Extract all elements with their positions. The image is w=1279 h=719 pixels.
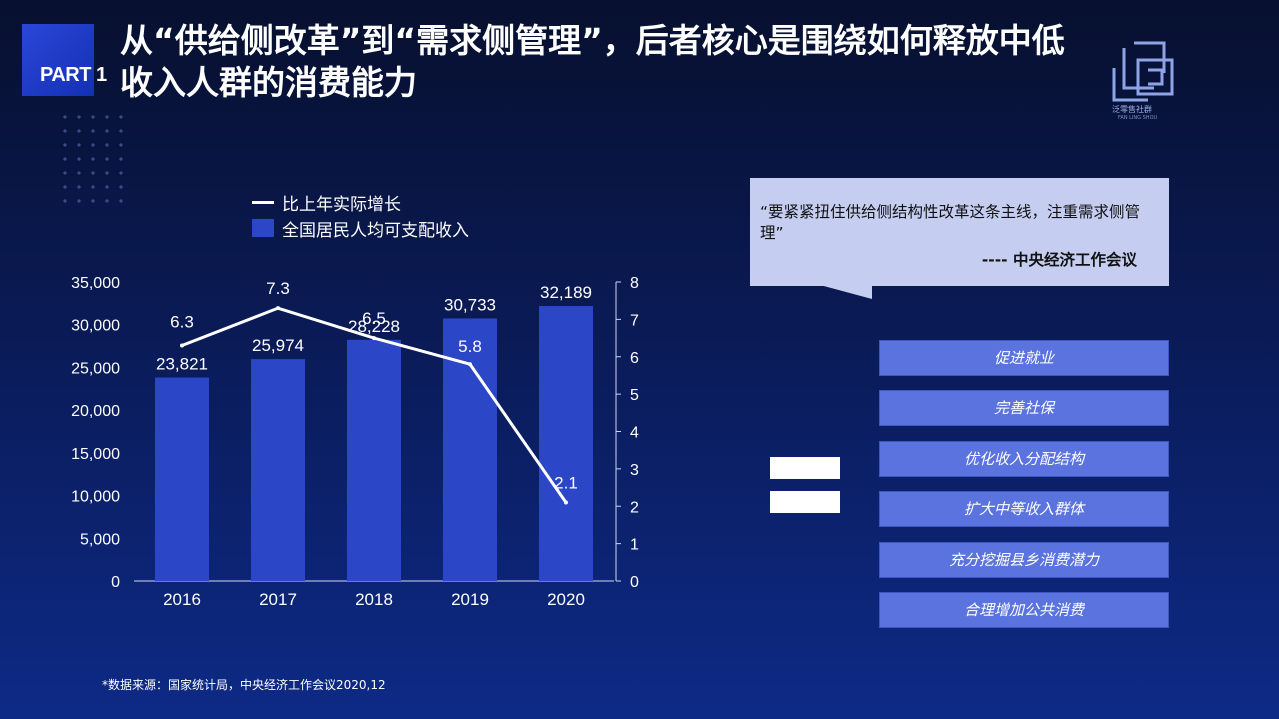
chart-legend: 比上年实际增长 全国居民人均可支配收入 bbox=[252, 189, 469, 241]
y-left-tick-label: 15,000 bbox=[71, 446, 120, 463]
x-tick-label: 2016 bbox=[163, 590, 201, 609]
y-left-tick-label: 35,000 bbox=[71, 275, 120, 292]
legend-item-bar: 全国居民人均可支配收入 bbox=[252, 215, 469, 241]
measure-item: 优化收入分配结构 bbox=[879, 441, 1169, 477]
measure-item: 完善社保 bbox=[879, 390, 1169, 426]
growth-point bbox=[372, 336, 376, 341]
bar bbox=[347, 339, 401, 581]
y-left-tick-label: 25,000 bbox=[71, 360, 120, 377]
bar-value-label: 30,733 bbox=[444, 295, 496, 314]
bar-value-label: 23,821 bbox=[156, 355, 208, 374]
line-value-label: 7.3 bbox=[266, 279, 290, 298]
measure-item: 促进就业 bbox=[879, 340, 1169, 376]
x-tick-label: 2018 bbox=[355, 590, 393, 609]
growth-point bbox=[276, 306, 280, 311]
page-title: 从“供给侧改革”到“需求侧管理”，后者核心是围绕如何释放中低收入人群的消费能力 bbox=[120, 21, 1065, 102]
equals-bar-bottom bbox=[770, 491, 840, 513]
accent-block bbox=[22, 24, 94, 96]
y-left-tick-label: 5,000 bbox=[80, 531, 120, 548]
line-value-label: 6.3 bbox=[170, 313, 194, 332]
legend-bar-label: 全国居民人均可支配收入 bbox=[282, 220, 469, 241]
logo-subtext: FAN LING SHOU bbox=[1118, 115, 1158, 121]
measure-item: 扩大中等收入群体 bbox=[879, 491, 1169, 527]
y-right-tick-label: 8 bbox=[630, 275, 639, 292]
line-value-label: 6.5 bbox=[362, 309, 386, 328]
measure-item: 合理增加公共消费 bbox=[879, 592, 1169, 628]
growth-point bbox=[468, 362, 472, 367]
y-left-tick-label: 10,000 bbox=[71, 489, 120, 506]
part-label: PART 1 bbox=[40, 64, 107, 86]
logo-text: 泛零售社群 bbox=[1112, 105, 1152, 114]
x-tick-label: 2017 bbox=[259, 590, 297, 609]
cube-logo-icon bbox=[1112, 41, 1174, 102]
y-right-tick-label: 3 bbox=[630, 462, 639, 479]
y-right-tick-label: 1 bbox=[630, 537, 639, 554]
equals-bar-top bbox=[770, 457, 840, 479]
line-value-label: 5.8 bbox=[458, 337, 482, 356]
x-tick-label: 2020 bbox=[547, 590, 585, 609]
bar-value-label: 28,228 bbox=[348, 317, 400, 336]
y-right-tick-label: 2 bbox=[630, 499, 639, 516]
line-value-label: 2.1 bbox=[554, 474, 578, 493]
dot-pattern bbox=[58, 110, 128, 210]
bar bbox=[443, 318, 497, 581]
growth-point bbox=[180, 343, 184, 348]
legend-line-label: 比上年实际增长 bbox=[282, 194, 401, 215]
growth-point bbox=[564, 500, 568, 505]
y-left-tick-label: 20,000 bbox=[71, 403, 120, 420]
bar-value-label: 25,974 bbox=[252, 336, 304, 355]
bar-value-label: 32,189 bbox=[540, 283, 592, 302]
x-tick-label: 2019 bbox=[451, 590, 489, 609]
legend-item-line: 比上年实际增长 bbox=[252, 189, 469, 215]
y-right-tick-label: 5 bbox=[630, 387, 639, 404]
legend-bar-swatch bbox=[252, 219, 274, 237]
bar bbox=[539, 306, 593, 581]
bar bbox=[251, 359, 305, 581]
y-right-tick-label: 7 bbox=[630, 312, 639, 329]
quote-source: ---- 中央经济工作会议 bbox=[981, 251, 1137, 269]
legend-line-swatch bbox=[252, 200, 274, 204]
measure-item: 充分挖掘县乡消费潜力 bbox=[879, 542, 1169, 578]
y-right-tick-label: 4 bbox=[630, 425, 639, 442]
footnote: *数据来源：国家统计局，中央经济工作会议2020,12 bbox=[102, 678, 386, 692]
quote-text: “要紧紧扭住供给侧结构性改革这条主线，注重需求侧管理” bbox=[760, 203, 1141, 242]
y-left-tick-label: 0 bbox=[111, 574, 120, 591]
y-right-tick-label: 6 bbox=[630, 350, 639, 367]
quote-box: “要紧紧扭住供给侧结构性改革这条主线，注重需求侧管理” ---- 中央经济工作会… bbox=[750, 178, 1169, 286]
y-right-tick-label: 0 bbox=[630, 574, 639, 591]
bar bbox=[155, 377, 209, 581]
quote-tail bbox=[820, 285, 872, 299]
y-left-tick-label: 30,000 bbox=[71, 318, 120, 335]
